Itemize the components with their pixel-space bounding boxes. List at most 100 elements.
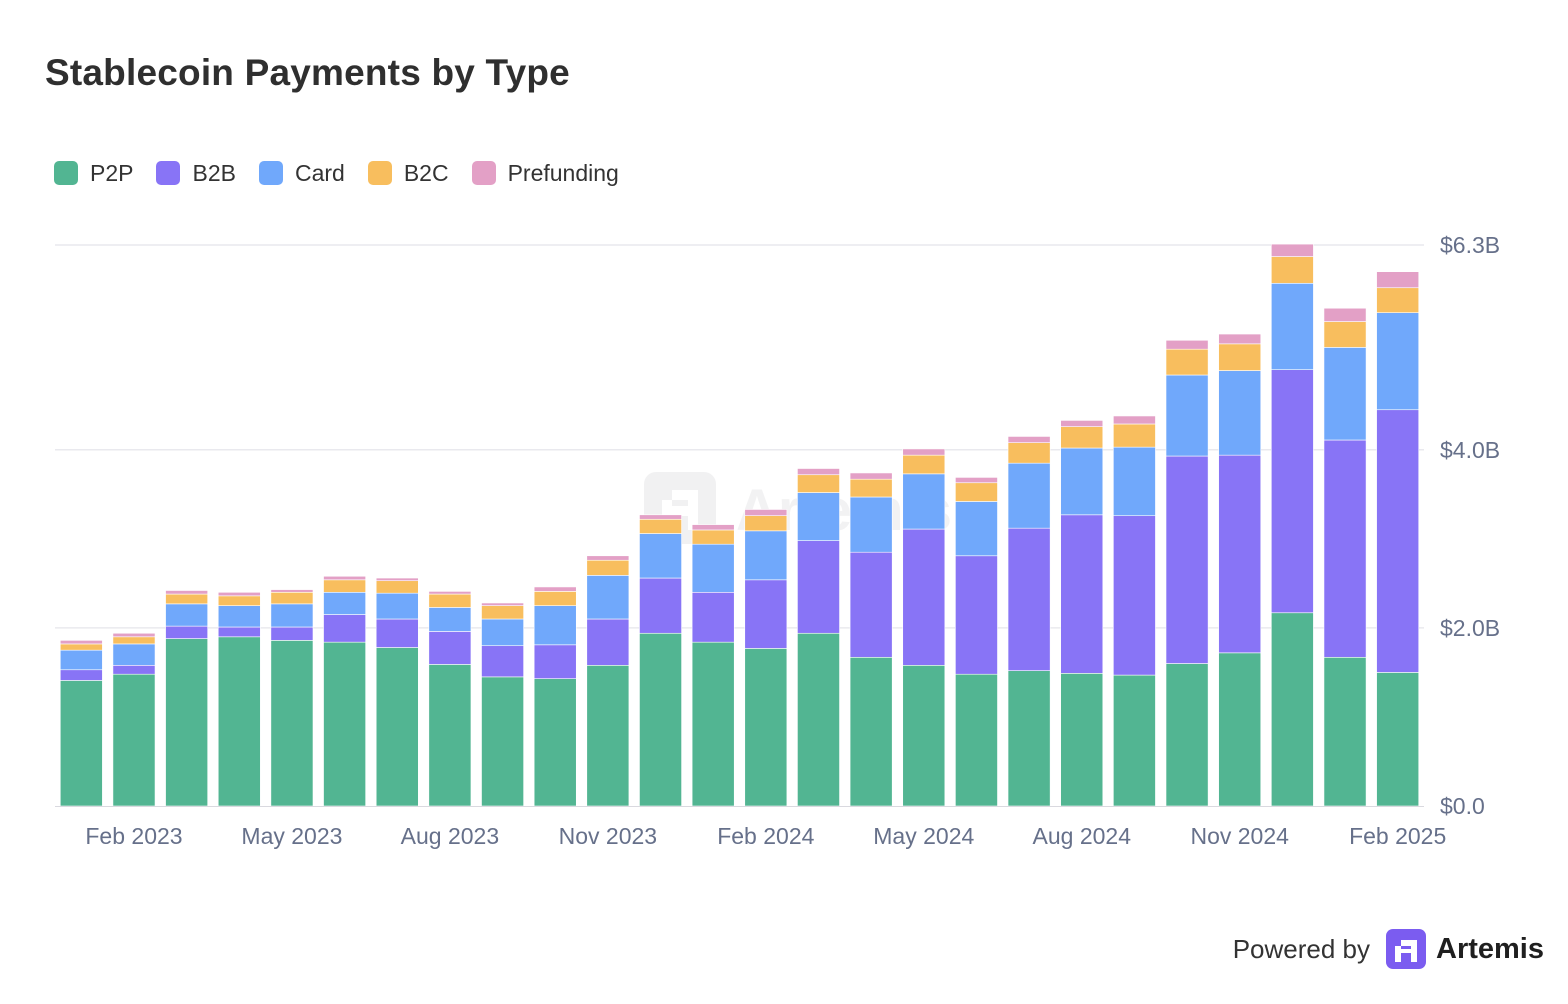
bar-segment-b2c[interactable]	[955, 482, 998, 502]
bar-segment-p2p[interactable]	[481, 676, 524, 807]
bar-segment-card[interactable]	[375, 592, 419, 620]
bar-segment-card[interactable]	[902, 473, 946, 530]
bar-segment-card[interactable]	[797, 492, 840, 541]
bar-segment-p2p[interactable]	[797, 632, 840, 807]
bar-segment-b2c[interactable]	[902, 454, 946, 475]
bar-segment-b2b[interactable]	[165, 625, 208, 639]
powered-by-footer[interactable]: Powered by Artemis	[1233, 928, 1544, 970]
bar-segment-prefunding[interactable]	[744, 509, 788, 517]
bar-segment-prefunding[interactable]	[481, 602, 524, 606]
bar-segment-prefunding[interactable]	[165, 590, 208, 595]
bar-segment-b2c[interactable]	[586, 559, 630, 576]
bar-segment-prefunding[interactable]	[428, 591, 472, 595]
bar-segment-b2b[interactable]	[428, 631, 472, 665]
bar-segment-card[interactable]	[1323, 347, 1367, 441]
bar-segment-b2c[interactable]	[59, 643, 103, 651]
bar-segment-b2b[interactable]	[481, 645, 524, 678]
bar-segment-p2p[interactable]	[1060, 673, 1104, 807]
bar-segment-prefunding[interactable]	[1007, 436, 1051, 443]
bar-segment-card[interactable]	[481, 618, 524, 647]
bar-segment-p2p[interactable]	[744, 648, 788, 807]
bar-segment-b2b[interactable]	[1271, 369, 1314, 614]
bar-segment-p2p[interactable]	[586, 664, 630, 807]
bar-segment-b2c[interactable]	[1271, 256, 1314, 284]
bar-segment-b2c[interactable]	[533, 591, 577, 606]
bar-segment-b2b[interactable]	[112, 664, 156, 675]
legend-item-p2p[interactable]: P2P	[54, 160, 133, 187]
bar-segment-prefunding[interactable]	[533, 586, 577, 592]
bar-segment-card[interactable]	[428, 607, 472, 632]
bar-segment-p2p[interactable]	[849, 656, 893, 807]
bar-segment-p2p[interactable]	[375, 647, 419, 807]
bar-segment-b2c[interactable]	[1376, 287, 1420, 313]
bar-segment-p2p[interactable]	[639, 632, 682, 807]
bar-segment-card[interactable]	[1113, 446, 1156, 517]
bar-segment-card[interactable]	[1165, 374, 1209, 457]
bar-segment-b2b[interactable]	[639, 577, 682, 634]
bar-segment-b2c[interactable]	[1165, 348, 1209, 376]
bar-segment-prefunding[interactable]	[1218, 333, 1262, 345]
bar-segment-b2c[interactable]	[744, 515, 788, 532]
bar-segment-b2b[interactable]	[270, 626, 314, 641]
bar-segment-prefunding[interactable]	[849, 472, 893, 480]
bar-segment-b2b[interactable]	[323, 614, 366, 643]
legend-item-prefunding[interactable]: Prefunding	[471, 160, 619, 187]
bar-segment-card[interactable]	[1271, 282, 1314, 370]
bar-segment-p2p[interactable]	[112, 673, 156, 807]
bar-segment-prefunding[interactable]	[691, 524, 735, 531]
bar-segment-p2p[interactable]	[902, 664, 946, 807]
bar-segment-card[interactable]	[691, 543, 735, 593]
legend-item-b2b[interactable]: B2B	[156, 160, 236, 187]
bar-segment-card[interactable]	[165, 603, 208, 627]
bar-segment-prefunding[interactable]	[1113, 415, 1156, 425]
bar-segment-b2c[interactable]	[270, 591, 314, 605]
bar-segment-card[interactable]	[112, 643, 156, 666]
bar-segment-prefunding[interactable]	[1060, 420, 1104, 427]
bar-segment-p2p[interactable]	[955, 673, 998, 807]
bar-segment-b2c[interactable]	[691, 529, 735, 545]
bar-segment-card[interactable]	[533, 605, 577, 646]
bar-segment-card[interactable]	[849, 496, 893, 553]
bar-segment-card[interactable]	[586, 575, 630, 620]
bar-segment-card[interactable]	[59, 649, 103, 671]
legend-item-card[interactable]: Card	[258, 160, 345, 187]
bar-segment-p2p[interactable]	[428, 664, 472, 807]
bar-segment-p2p[interactable]	[323, 641, 366, 807]
bar-segment-b2b[interactable]	[744, 579, 788, 649]
bar-segment-p2p[interactable]	[1007, 670, 1051, 807]
bar-segment-card[interactable]	[955, 501, 998, 557]
bar-segment-p2p[interactable]	[59, 680, 103, 807]
bar-segment-prefunding[interactable]	[1376, 271, 1420, 289]
bar-segment-b2b[interactable]	[533, 644, 577, 679]
bar-segment-b2b[interactable]	[1113, 515, 1156, 676]
bar-segment-b2b[interactable]	[1218, 454, 1262, 654]
bar-segment-card[interactable]	[1060, 447, 1104, 516]
bar-segment-card[interactable]	[1376, 312, 1420, 411]
bar-segment-prefunding[interactable]	[323, 575, 366, 581]
bar-segment-prefunding[interactable]	[217, 591, 261, 597]
bar-segment-b2b[interactable]	[1376, 409, 1420, 673]
bar-segment-b2c[interactable]	[1060, 426, 1104, 449]
bar-segment-b2b[interactable]	[59, 669, 103, 681]
bar-segment-prefunding[interactable]	[639, 514, 682, 520]
bar-segment-prefunding[interactable]	[375, 577, 419, 582]
bar-segment-p2p[interactable]	[533, 678, 577, 807]
bar-segment-b2b[interactable]	[1165, 455, 1209, 664]
bar-segment-b2c[interactable]	[217, 595, 261, 606]
bar-segment-card[interactable]	[323, 591, 366, 615]
bar-segment-b2c[interactable]	[639, 518, 682, 534]
bar-segment-prefunding[interactable]	[1271, 243, 1314, 257]
bar-segment-card[interactable]	[1007, 462, 1051, 529]
bar-segment-b2c[interactable]	[375, 580, 419, 594]
legend-item-b2c[interactable]: B2C	[367, 160, 449, 187]
bar-segment-p2p[interactable]	[1218, 652, 1262, 807]
bar-segment-b2b[interactable]	[375, 618, 419, 648]
bar-segment-b2c[interactable]	[1218, 343, 1262, 371]
bar-segment-prefunding[interactable]	[1165, 339, 1209, 350]
bar-segment-p2p[interactable]	[1113, 674, 1156, 807]
bar-segment-b2c[interactable]	[849, 478, 893, 498]
bar-segment-b2b[interactable]	[586, 618, 630, 666]
bar-segment-p2p[interactable]	[1376, 672, 1420, 807]
bar-segment-b2c[interactable]	[797, 474, 840, 493]
bar-segment-b2b[interactable]	[1323, 439, 1367, 658]
